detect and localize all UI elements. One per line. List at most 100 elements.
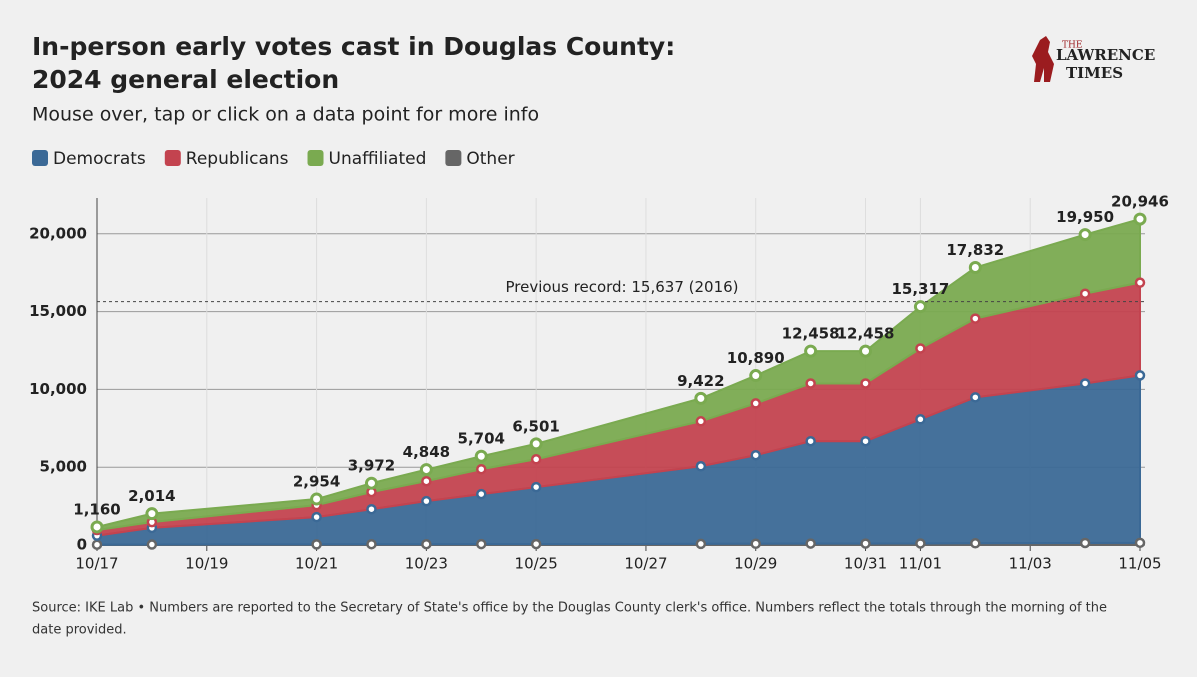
data-point[interactable] xyxy=(805,378,816,389)
x-tick-label: 10/25 xyxy=(515,555,558,573)
data-point[interactable] xyxy=(805,538,816,549)
data-point[interactable] xyxy=(1133,212,1147,226)
data-point[interactable] xyxy=(476,538,487,550)
data-point[interactable] xyxy=(750,449,761,461)
x-tick-label: 11/05 xyxy=(1118,555,1161,573)
data-point[interactable] xyxy=(529,437,543,451)
x-tick-label: 11/01 xyxy=(899,555,942,573)
legend-label: Unaffiliated xyxy=(329,149,427,169)
data-point[interactable] xyxy=(915,414,926,425)
data-point[interactable] xyxy=(476,488,487,500)
data-point[interactable] xyxy=(749,369,763,383)
chart-title: In-person early votes cast in Douglas Co… xyxy=(32,32,675,61)
data-point[interactable] xyxy=(474,449,488,463)
x-tick-label: 10/21 xyxy=(295,555,338,573)
data-label: 10,890 xyxy=(727,349,785,367)
reference-label: Previous record: 15,637 (2016) xyxy=(505,278,738,296)
data-point[interactable] xyxy=(915,538,926,549)
data-point[interactable] xyxy=(695,416,707,427)
data-point[interactable] xyxy=(90,520,104,534)
data-point[interactable] xyxy=(530,454,542,465)
data-point[interactable] xyxy=(311,539,322,550)
data-point[interactable] xyxy=(530,481,542,493)
x-tick-label: 10/31 xyxy=(844,555,887,573)
data-point[interactable] xyxy=(310,492,324,506)
data-label: 12,458 xyxy=(837,325,895,343)
data-point[interactable] xyxy=(860,378,871,389)
data-point[interactable] xyxy=(145,507,159,521)
data-point[interactable] xyxy=(476,463,487,475)
data-label: 5,704 xyxy=(458,430,505,448)
data-point[interactable] xyxy=(419,463,433,477)
data-point[interactable] xyxy=(530,538,542,550)
logo-text: THE xyxy=(1062,41,1082,51)
data-point[interactable] xyxy=(750,538,761,550)
data-label: 4,848 xyxy=(403,443,450,461)
data-point[interactable] xyxy=(1079,378,1091,389)
data-point[interactable] xyxy=(1134,277,1146,288)
y-tick-label: 10,000 xyxy=(29,380,87,398)
data-point[interactable] xyxy=(804,344,818,358)
data-point[interactable] xyxy=(915,343,926,354)
data-point[interactable] xyxy=(695,461,707,472)
data-point[interactable] xyxy=(694,391,708,405)
data-point[interactable] xyxy=(421,495,432,507)
data-label: 20,946 xyxy=(1111,193,1169,211)
data-label: 2,954 xyxy=(293,473,340,491)
logo-figure xyxy=(1032,36,1054,82)
data-point[interactable] xyxy=(421,475,432,487)
data-point[interactable] xyxy=(970,538,981,549)
data-point[interactable] xyxy=(860,538,871,549)
data-label: 2,014 xyxy=(128,487,175,505)
data-label: 1,160 xyxy=(73,500,120,518)
source-note: Source: IKE Lab • Numbers are reported t… xyxy=(32,601,1107,616)
data-point[interactable] xyxy=(695,538,707,550)
data-point[interactable] xyxy=(859,344,873,358)
data-point[interactable] xyxy=(91,539,103,550)
data-point[interactable] xyxy=(1134,537,1146,549)
x-tick-label: 10/29 xyxy=(734,555,777,573)
legend-label: Republicans xyxy=(186,149,289,169)
x-tick-label: 11/03 xyxy=(1009,555,1052,573)
data-point[interactable] xyxy=(146,539,158,550)
y-tick-label: 15,000 xyxy=(29,302,87,320)
data-label: 15,317 xyxy=(891,280,949,298)
legend-swatch xyxy=(307,150,324,166)
logo-text: TIMES xyxy=(1066,64,1123,82)
data-point[interactable] xyxy=(1078,228,1092,242)
x-tick-label: 10/23 xyxy=(405,555,448,573)
data-label: 9,422 xyxy=(677,372,724,390)
data-label: 6,501 xyxy=(512,417,559,435)
data-point[interactable] xyxy=(311,511,322,523)
data-point[interactable] xyxy=(366,538,377,550)
data-point[interactable] xyxy=(1079,537,1091,549)
legend-label: Democrats xyxy=(53,149,146,169)
legend-label: Other xyxy=(466,149,514,169)
x-tick-label: 10/17 xyxy=(75,555,118,573)
data-point[interactable] xyxy=(750,398,761,409)
data-label: 19,950 xyxy=(1056,208,1114,226)
data-label: 3,972 xyxy=(348,457,395,475)
data-point[interactable] xyxy=(913,300,927,314)
logo-text: LAWRENCE xyxy=(1056,46,1155,64)
data-point[interactable] xyxy=(1079,288,1091,299)
logo: THE LAWRENCE TIMES xyxy=(1032,36,1155,82)
y-tick-label: 5,000 xyxy=(40,458,87,476)
data-point[interactable] xyxy=(421,538,432,550)
data-label: 12,458 xyxy=(782,325,840,343)
data-label: 17,832 xyxy=(946,241,1004,259)
legend-swatch xyxy=(164,150,181,166)
data-point[interactable] xyxy=(805,435,816,447)
data-point[interactable] xyxy=(970,313,981,324)
data-point[interactable] xyxy=(1134,370,1146,381)
x-tick-label: 10/27 xyxy=(624,555,667,573)
data-point[interactable] xyxy=(366,503,377,515)
data-point[interactable] xyxy=(970,392,981,403)
data-point[interactable] xyxy=(364,476,378,490)
data-point[interactable] xyxy=(968,261,982,275)
chart-subtitle: Mouse over, tap or click on a data point… xyxy=(32,104,539,126)
x-tick-label: 10/19 xyxy=(185,555,228,573)
data-point[interactable] xyxy=(860,435,871,447)
legend-swatch xyxy=(32,150,48,166)
